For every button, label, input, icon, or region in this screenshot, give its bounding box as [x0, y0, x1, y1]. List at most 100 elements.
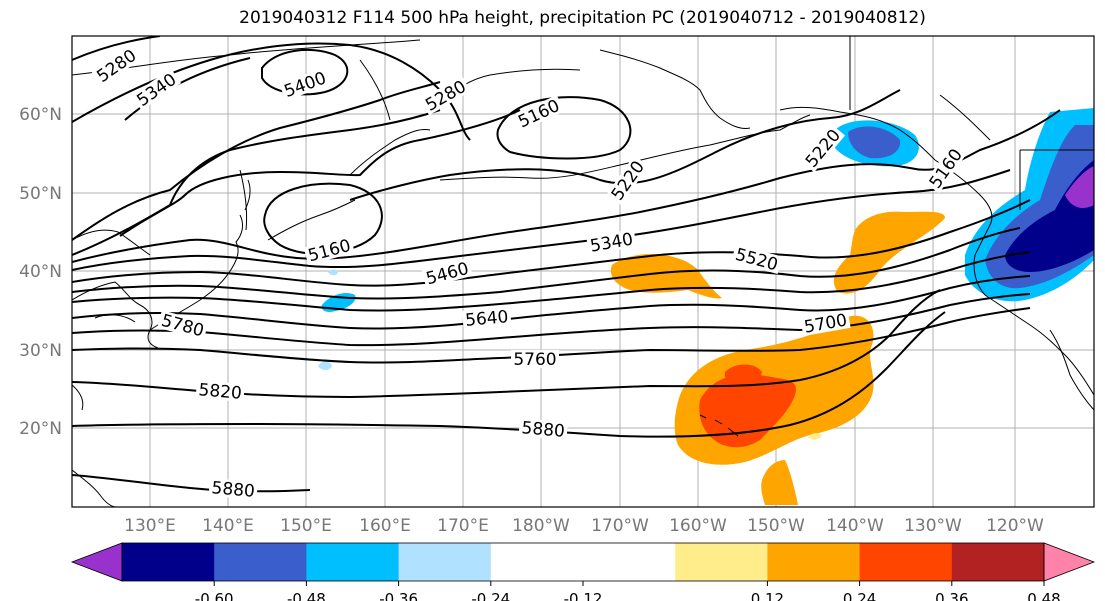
lon-label: 140°W	[826, 516, 884, 536]
lon-label: 170°W	[591, 516, 649, 536]
contour-label-bg	[420, 75, 471, 116]
contour-5880	[72, 311, 946, 438]
contour-f	[119, 109, 521, 237]
contour-label-bg	[279, 67, 331, 101]
colorbar-extend-low	[70, 542, 123, 582]
contour-5880-south	[72, 474, 311, 493]
colorbar-segment	[583, 543, 676, 581]
colorbar-segment	[951, 543, 1045, 581]
contour-5460	[72, 199, 1031, 287]
colorbar-extend-high	[1043, 542, 1096, 582]
contour-5160-low-asia	[263, 182, 383, 255]
contour-label-bg	[208, 477, 258, 501]
precip-pos-subtropics-core2	[724, 364, 762, 386]
contour-b	[72, 36, 161, 61]
contour-g	[72, 109, 1061, 263]
height-contours	[72, 36, 1061, 493]
precip-neg-small2	[328, 269, 338, 276]
contour-h	[72, 251, 1031, 312]
colorbar-segment	[122, 543, 215, 581]
contour-label-bg	[511, 350, 559, 368]
coast-hawaii	[699, 414, 739, 437]
contour-label: 5820	[198, 380, 243, 404]
lon-label: 150°W	[747, 516, 805, 536]
contour-label-bg	[303, 235, 355, 266]
colorbar-tick-label: 0.12	[751, 590, 784, 601]
coast-kamchatka	[349, 59, 431, 176]
lat-label: 30°N	[19, 341, 62, 361]
contour-d	[72, 81, 441, 241]
colorbar-segment	[306, 543, 400, 581]
contour-label-bg	[606, 155, 649, 206]
colorbar-tick-label: -0.12	[564, 590, 603, 601]
contour-label-bg	[421, 258, 473, 289]
contour-label-bg	[924, 143, 967, 194]
contour-5700	[72, 293, 1031, 347]
contour-label-bg	[91, 44, 142, 87]
contour-label-bg	[131, 68, 182, 111]
contour-5220	[349, 89, 901, 201]
contour-label: 5640	[464, 307, 509, 331]
precip-pos-small	[808, 433, 822, 440]
colorbar	[70, 542, 1096, 582]
colorbar-segment	[767, 543, 861, 581]
lon-label: 130°E	[124, 516, 176, 536]
colorbar-tick-label: 0.36	[935, 590, 968, 601]
contour-label-bg	[731, 244, 783, 275]
lon-label: 120°W	[986, 516, 1044, 536]
contour-label: 5880	[521, 418, 566, 442]
lon-label: 130°W	[904, 516, 962, 536]
borders-na	[849, 36, 1094, 210]
contour-label-bg	[586, 229, 637, 256]
colorbar-tick-label: -0.60	[195, 590, 234, 601]
colorbar-segment	[398, 543, 492, 581]
precip-neg-west-coast-max	[1065, 166, 1094, 208]
lon-label: 150°E	[280, 516, 332, 536]
coast-alaska-west	[599, 49, 751, 129]
colorbar-segment	[859, 543, 953, 581]
contour-label-bg	[462, 306, 512, 330]
contour-label: 5760	[513, 350, 556, 370]
colorbar-segment	[490, 543, 584, 581]
lon-label: 140°E	[202, 516, 254, 536]
coast-aleutians	[439, 114, 811, 181]
precip-neg-gulf-core	[848, 126, 901, 159]
map-title: 2019040312 F114 500 hPa height, precipit…	[239, 8, 926, 28]
lon-label: 170°E	[437, 516, 489, 536]
coast-baja	[1049, 329, 1094, 411]
contour-label-bg	[195, 379, 245, 403]
contour-label-bg	[800, 310, 851, 337]
precip-pos-subtropics-core	[699, 373, 796, 448]
coast-us-west	[984, 294, 1094, 396]
contour-label: 5880	[211, 478, 256, 502]
lon-label: 160°E	[359, 516, 411, 536]
lat-label: 50°N	[19, 184, 62, 204]
colorbar-tick-label: 0.48	[1027, 590, 1060, 601]
colorbar-tick-label: 0.24	[843, 590, 876, 601]
lat-label: 40°N	[19, 262, 62, 282]
contour-label-bg	[800, 123, 846, 173]
colorbar-segment	[675, 543, 768, 581]
contour-label-bg	[518, 417, 568, 441]
colorbar-segment	[214, 543, 307, 581]
map-frame	[71, 35, 1095, 508]
colorbar-tick-label: -0.48	[287, 590, 326, 601]
lon-label: 160°W	[669, 516, 727, 536]
contour-5640	[72, 275, 1031, 330]
coastlines	[72, 36, 1094, 507]
contour-label-bg	[157, 310, 209, 341]
precip-shading	[318, 108, 1094, 505]
precip-pos-south-tail	[761, 460, 798, 505]
coast-alaska-south	[779, 106, 936, 161]
contour-5760	[72, 307, 1031, 364]
colorbar-tick-label: -0.36	[379, 590, 418, 601]
lat-label: 20°N	[19, 419, 62, 439]
contour-5340	[72, 169, 1011, 271]
contour-5520	[72, 227, 1021, 300]
precip-neg-small	[318, 361, 332, 371]
lon-label: 180°W	[512, 516, 570, 536]
contour-label-bg	[513, 94, 565, 132]
coast-taiwan-philippines	[72, 384, 116, 507]
colorbar-tick-label: -0.24	[471, 590, 510, 601]
